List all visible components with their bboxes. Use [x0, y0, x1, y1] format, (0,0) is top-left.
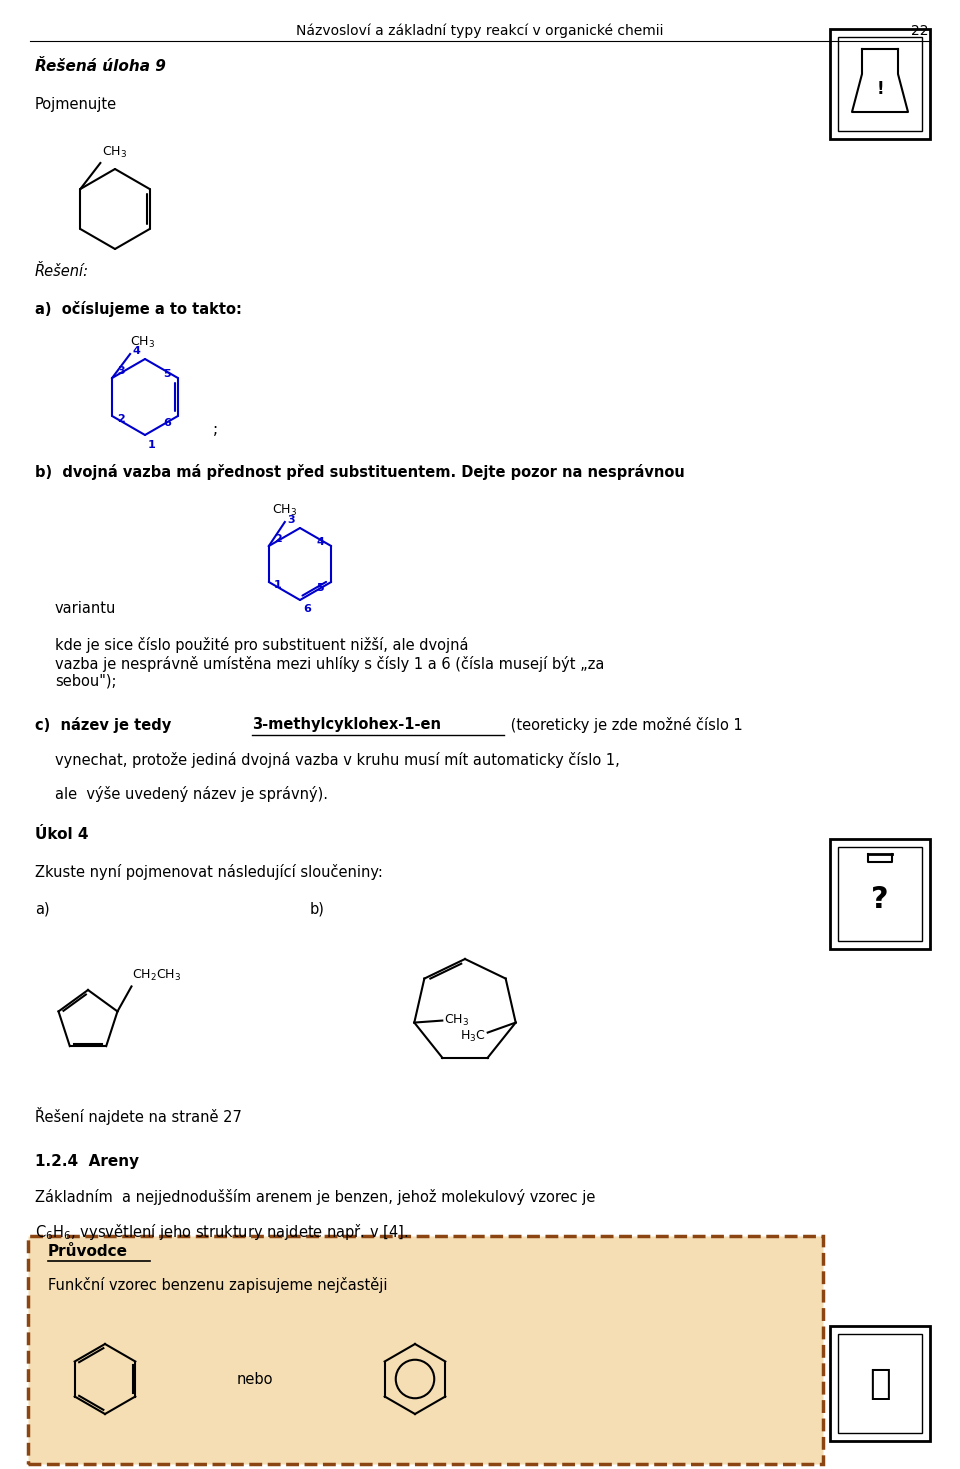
Text: c)  název je tedy: c) název je tedy	[35, 717, 177, 733]
Bar	[830, 1327, 930, 1441]
Text: 4: 4	[132, 347, 140, 355]
Text: CH$_3$: CH$_3$	[131, 335, 156, 350]
Text: !: !	[876, 79, 884, 98]
Text: Řešená úloha 9: Řešená úloha 9	[35, 59, 166, 73]
Text: Řešení najdete na straně 27: Řešení najdete na straně 27	[35, 1108, 242, 1125]
Bar	[838, 1334, 922, 1432]
Text: 1: 1	[148, 441, 156, 450]
Text: 1: 1	[274, 580, 281, 591]
Bar	[838, 848, 922, 942]
Text: (teoreticky je zde možné číslo 1: (teoreticky je zde možné číslo 1	[506, 717, 743, 733]
Bar	[830, 839, 930, 949]
Text: ;: ;	[213, 423, 218, 438]
Text: ale  výše uvedený název je správný).: ale výše uvedený název je správný).	[55, 786, 328, 802]
Text: Názvosloví a základní typy reakcí v organické chemii: Názvosloví a základní typy reakcí v orga…	[297, 24, 663, 38]
Text: CH$_3$: CH$_3$	[103, 145, 128, 160]
Text: Řešení:: Řešení:	[35, 264, 89, 279]
Text: Pojmenujte: Pojmenujte	[35, 97, 117, 112]
Text: 6: 6	[163, 419, 171, 427]
Text: variantu: variantu	[55, 601, 116, 616]
Text: 2: 2	[274, 535, 281, 544]
Text: 3: 3	[287, 516, 295, 524]
Text: 4: 4	[316, 538, 324, 546]
Text: C$_6$H$_6$, vysvětlení jeho struktury najdete např. v [4].: C$_6$H$_6$, vysvětlení jeho struktury na…	[35, 1222, 408, 1241]
Bar	[838, 37, 922, 131]
Text: 3-methylcyklohex-1-en: 3-methylcyklohex-1-en	[252, 717, 441, 732]
Text: Úkol 4: Úkol 4	[35, 827, 88, 842]
Text: b): b)	[310, 900, 324, 917]
Text: H$_3$C: H$_3$C	[460, 1028, 486, 1044]
Text: 6: 6	[303, 604, 311, 614]
Text: 5: 5	[163, 369, 171, 379]
Text: 5: 5	[317, 583, 324, 593]
Bar	[830, 29, 930, 140]
Text: a): a)	[35, 900, 50, 917]
Text: Zkuste nyní pojmenovat následující sloučeniny:: Zkuste nyní pojmenovat následující slouč…	[35, 864, 383, 880]
Text: Funkční vzorec benzenu zapisujeme nejčastěji: Funkční vzorec benzenu zapisujeme nejčas…	[48, 1277, 388, 1293]
Text: 👍: 👍	[869, 1366, 891, 1400]
FancyBboxPatch shape	[28, 1235, 823, 1465]
Text: a)  očíslujeme a to takto:: a) očíslujeme a to takto:	[35, 301, 242, 317]
Text: nebo: nebo	[237, 1372, 274, 1387]
Text: CH$_3$: CH$_3$	[273, 502, 298, 519]
Text: Průvodce: Průvodce	[48, 1244, 128, 1259]
Text: 2: 2	[117, 414, 125, 425]
Text: kde je sice číslo použité pro substituent nižší, ale dvojná
vazba je nesprávně u: kde je sice číslo použité pro substituen…	[55, 638, 605, 689]
Text: b)  dvojná vazba má přednost před substituentem. Dejte pozor na nesprávnou: b) dvojná vazba má přednost před substit…	[35, 464, 684, 480]
Text: ?: ?	[871, 884, 889, 914]
Text: CH$_2$CH$_3$: CH$_2$CH$_3$	[132, 968, 181, 983]
Text: Základním  a nejjednodušším arenem je benzen, jehož molekulový vzorec je: Základním a nejjednodušším arenem je ben…	[35, 1188, 595, 1205]
Text: 22: 22	[911, 24, 928, 38]
Text: CH$_3$: CH$_3$	[444, 1014, 469, 1028]
Text: 1.2.4  Areny: 1.2.4 Areny	[35, 1155, 139, 1169]
Text: 3: 3	[117, 366, 125, 376]
Text: vynechat, protože jediná dvojná vazba v kruhu musí mít automaticky číslo 1,: vynechat, protože jediná dvojná vazba v …	[55, 752, 620, 768]
